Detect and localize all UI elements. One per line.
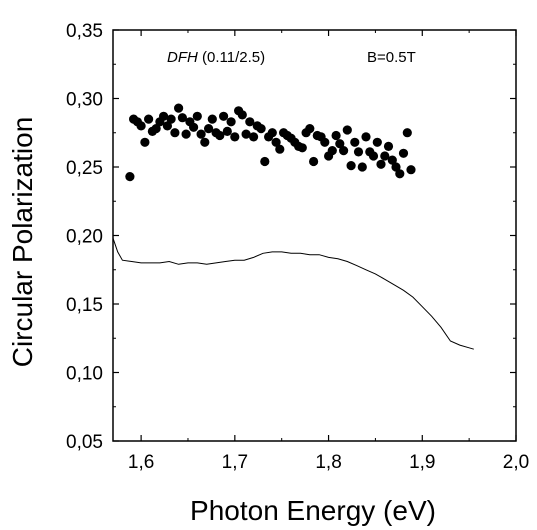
annotation-sample-params: (0.11/2.5) bbox=[198, 49, 265, 66]
data-point bbox=[395, 169, 405, 179]
data-point bbox=[383, 141, 394, 151]
line-series-group bbox=[112, 238, 474, 350]
plot-frame bbox=[112, 29, 517, 442]
axis-tick-labels: 1,6 1,7 1,8 1,9 2,0 0,05 0,10 0,15 0,20 0,25 0,30 0… bbox=[66, 21, 529, 473]
data-point bbox=[170, 128, 180, 138]
data-point bbox=[181, 129, 191, 139]
y-tick-label: 0,05 bbox=[66, 432, 103, 453]
data-point bbox=[391, 162, 401, 172]
data-point bbox=[350, 137, 360, 147]
data-point bbox=[226, 117, 236, 127]
data-point bbox=[249, 132, 259, 142]
data-point bbox=[215, 130, 225, 141]
data-point bbox=[368, 151, 379, 161]
data-point bbox=[196, 129, 206, 139]
data-point bbox=[166, 114, 176, 124]
data-point bbox=[275, 144, 285, 154]
data-point bbox=[335, 139, 345, 149]
data-point bbox=[222, 126, 232, 136]
data-point bbox=[125, 172, 135, 182]
x-tick-label: 1,9 bbox=[409, 452, 435, 473]
data-point bbox=[271, 137, 281, 147]
y-axis-title: Circular Polarization bbox=[7, 117, 38, 368]
data-point bbox=[297, 143, 307, 153]
annotation-sample-name: DFH bbox=[167, 49, 198, 66]
data-point bbox=[372, 137, 382, 147]
data-point bbox=[387, 155, 397, 165]
data-point bbox=[192, 111, 202, 121]
data-point bbox=[406, 165, 416, 175]
data-point bbox=[327, 146, 337, 156]
data-point bbox=[204, 124, 214, 134]
data-point bbox=[339, 146, 349, 156]
data-point bbox=[346, 161, 356, 171]
data-point bbox=[177, 113, 187, 123]
y-tick-label: 0,35 bbox=[66, 21, 103, 42]
x-axis-title: Photon Energy (eV) bbox=[190, 495, 436, 526]
data-point bbox=[402, 128, 412, 138]
data-point bbox=[380, 151, 390, 161]
x-tick-label: 2,0 bbox=[503, 452, 529, 473]
data-point bbox=[159, 111, 169, 121]
data-point bbox=[151, 124, 161, 134]
y-tick-label: 0,25 bbox=[66, 158, 103, 179]
annotation-sample: DFH (0.11/2.5) bbox=[167, 49, 265, 66]
data-point bbox=[256, 124, 266, 134]
data-point bbox=[353, 147, 364, 157]
data-point bbox=[207, 114, 217, 124]
annotation-field: B=0.5T bbox=[367, 49, 416, 66]
data-point bbox=[174, 103, 184, 113]
y-tick-label: 0,15 bbox=[66, 295, 103, 316]
series-line bbox=[112, 238, 474, 350]
data-point bbox=[260, 156, 270, 167]
y-tick-label: 0,30 bbox=[66, 90, 103, 111]
data-point bbox=[309, 156, 319, 167]
x-tick-label: 1,7 bbox=[222, 452, 248, 473]
data-point bbox=[162, 121, 172, 131]
data-point bbox=[245, 117, 255, 127]
data-point bbox=[320, 137, 330, 147]
data-point bbox=[219, 111, 229, 121]
data-point bbox=[342, 125, 352, 135]
x-tick-label: 1,8 bbox=[315, 452, 341, 473]
data-point bbox=[144, 114, 154, 124]
data-point bbox=[357, 162, 367, 172]
x-tick-label: 1,6 bbox=[128, 452, 154, 473]
data-point bbox=[237, 110, 247, 120]
data-point bbox=[305, 124, 315, 134]
data-point bbox=[136, 121, 146, 131]
data-point bbox=[398, 148, 409, 158]
data-point bbox=[140, 137, 150, 147]
data-point bbox=[361, 132, 371, 142]
data-point bbox=[267, 128, 277, 138]
data-point bbox=[241, 129, 251, 139]
axis-ticks bbox=[113, 29, 517, 442]
data-point bbox=[376, 159, 386, 169]
data-point bbox=[189, 122, 199, 132]
y-tick-label: 0,10 bbox=[66, 364, 103, 385]
data-point bbox=[230, 132, 240, 142]
dot-series-group bbox=[125, 103, 416, 182]
data-point bbox=[200, 137, 210, 147]
y-tick-label: 0,20 bbox=[66, 227, 103, 248]
data-point bbox=[331, 130, 341, 141]
